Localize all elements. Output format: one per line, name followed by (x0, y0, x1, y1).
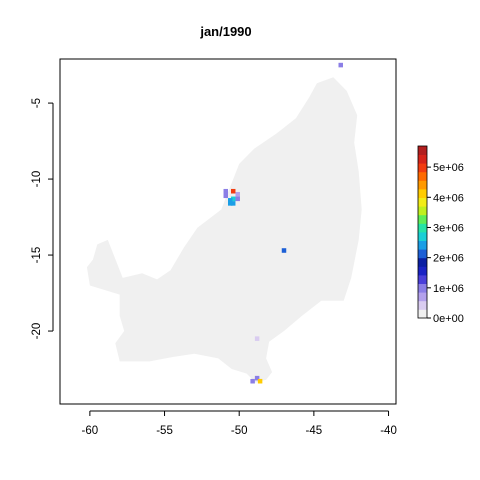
heatmap-cell-11 (254, 336, 260, 341)
colorbar-swatch (418, 163, 427, 173)
chart-title: jan/1990 (199, 24, 251, 39)
colorbar-swatch (418, 283, 427, 293)
colorbar-swatch (418, 171, 427, 181)
colorbar-swatch (418, 197, 427, 207)
colorbar-swatch (418, 309, 427, 319)
y-tick-label: -15 (31, 247, 43, 264)
heatmap-cell-14 (257, 378, 263, 384)
colorbar-frame (417, 145, 428, 319)
heatmap-cells (223, 62, 343, 384)
heatmap-cell-13 (250, 378, 255, 384)
heatmap-cell-10 (281, 248, 287, 253)
y-tick-label: -10 (31, 171, 43, 188)
heatmap-cell-12 (254, 375, 260, 381)
colorbar-tick-label: 0e+00 (433, 313, 464, 325)
colorbar-swatch (418, 214, 427, 224)
colorbar-swatch (418, 266, 427, 276)
heatmap-cell-0 (338, 62, 343, 68)
colorbar-swatch (418, 275, 427, 284)
x-tick-label: -45 (306, 425, 323, 437)
colorbar-tick-label: 3e+06 (433, 222, 464, 234)
colorbar-swatch (418, 257, 427, 267)
colorbar-swatch (418, 180, 427, 190)
x-tick-label: -50 (231, 425, 248, 437)
x-axis: -60 -55 -50 -45 -40 (82, 410, 397, 437)
colorbar-swatch (418, 154, 427, 164)
colorbar-swatch (418, 300, 427, 310)
colorbar-tick-label: 1e+06 (433, 283, 464, 295)
colorbar-swatch (418, 240, 427, 250)
colorbar-swatch (418, 292, 427, 302)
colorbar-swatch (418, 206, 427, 216)
y-tick-label: -20 (31, 323, 43, 340)
heatmap-cell-5 (235, 196, 240, 202)
colorbar-swatch (418, 249, 427, 259)
region-polygon (86, 77, 362, 383)
colorbar-tick-label: 2e+06 (433, 253, 464, 265)
heatmap-cell-9 (230, 201, 236, 206)
colorbar-legend: 0e+00 1e+06 2e+06 3e+06 4e+06 5e+06 (417, 145, 464, 325)
x-tick-label: -60 (82, 425, 99, 437)
heatmap-cell-3 (230, 188, 236, 194)
colorbar-swatch (418, 189, 427, 198)
colorbar-tick-label: 5e+06 (433, 162, 464, 174)
colorbar-swatch (418, 223, 427, 233)
heatmap-cell-6 (230, 196, 236, 202)
colorbar-tick-label: 4e+06 (433, 192, 464, 204)
heatmap-cell-7 (228, 198, 233, 203)
colorbar-swatch (418, 146, 427, 155)
x-tick-label: -55 (156, 425, 173, 437)
map-region (86, 77, 362, 383)
x-tick-label: -40 (380, 425, 397, 437)
heatmap-cell-2 (223, 193, 228, 199)
y-axis: -5 -10 -15 -20 (31, 98, 54, 340)
heatmap-cell-4 (235, 191, 240, 197)
y-tick-label: -5 (31, 98, 43, 108)
heatmap-cell-8 (228, 201, 233, 206)
plot-frame (59, 58, 397, 405)
heatmap-cell-1 (223, 188, 228, 194)
colorbar-swatch (418, 232, 427, 241)
